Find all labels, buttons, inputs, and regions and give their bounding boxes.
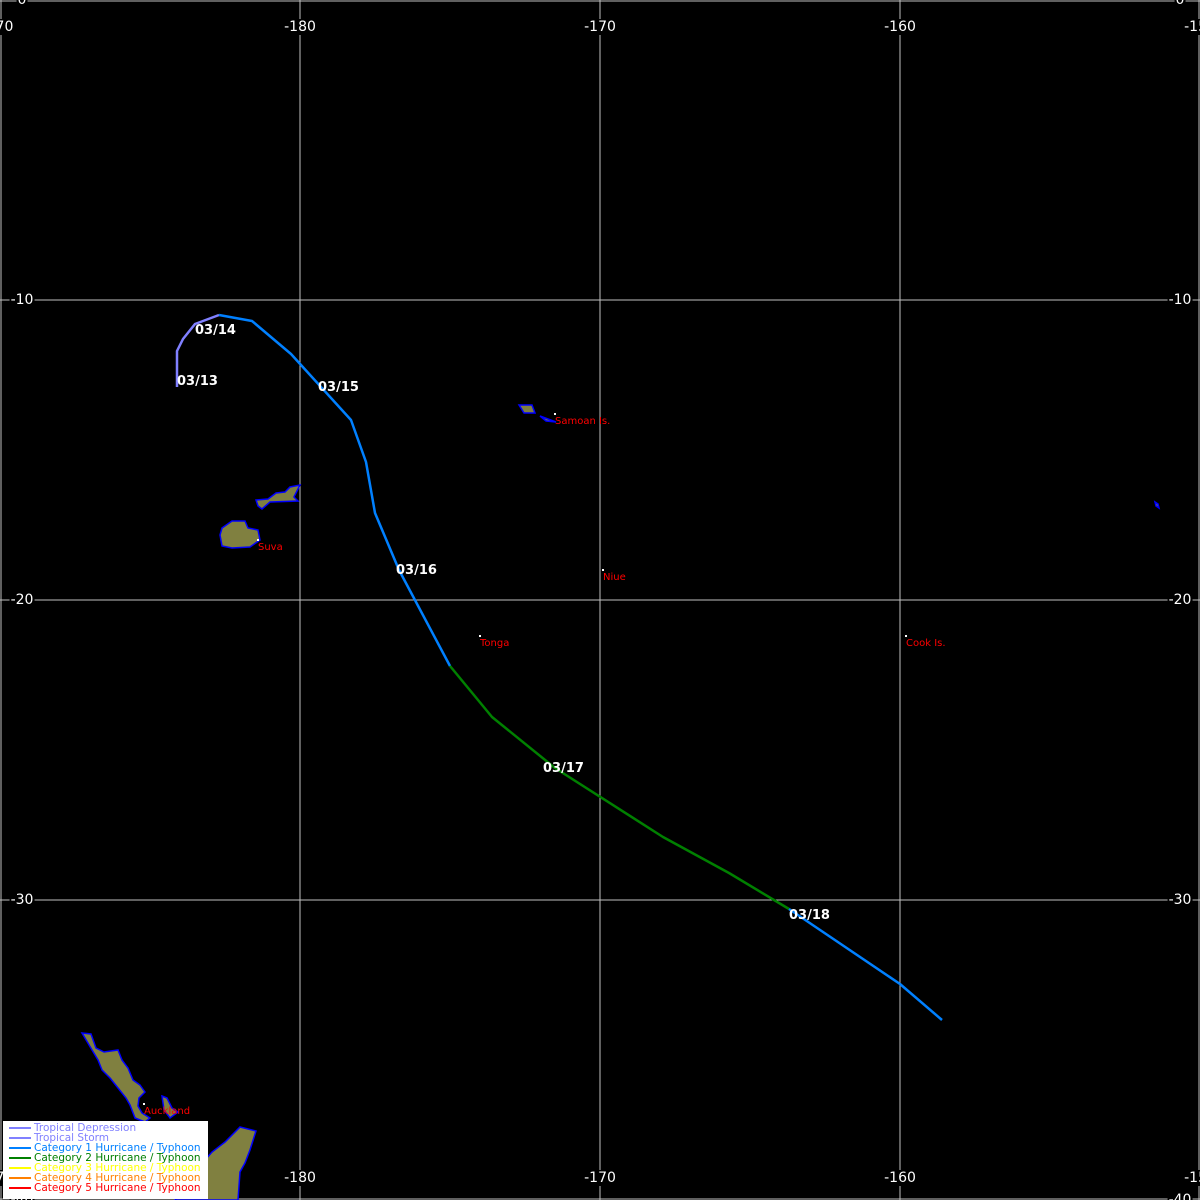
place-marker xyxy=(257,539,259,541)
longitude-label: -160 xyxy=(883,1170,917,1186)
landmasses xyxy=(80,404,1161,1200)
legend-swatch xyxy=(9,1177,31,1179)
place-marker xyxy=(143,1103,145,1105)
land-viti-levu xyxy=(219,520,261,549)
date-label: 03/17 xyxy=(543,761,584,776)
place-marker xyxy=(554,413,556,415)
longitude-label: -150 xyxy=(1183,1170,1200,1186)
latitude-label: 0 xyxy=(16,0,28,8)
legend-swatch xyxy=(9,1147,31,1149)
legend-item: Tropical Storm xyxy=(3,1133,208,1143)
land-samoa-upolu xyxy=(539,415,557,423)
land-samoa-savaii xyxy=(517,404,537,414)
legend-label: Category 3 Hurricane / Typhoon xyxy=(34,1162,201,1174)
legend-item: Category 4 Hurricane / Typhoon xyxy=(3,1173,208,1183)
land-vanua-levu xyxy=(254,483,302,510)
legend-swatch xyxy=(9,1127,31,1129)
legend-label: Category 4 Hurricane / Typhoon xyxy=(34,1172,201,1184)
track-segment xyxy=(788,907,943,1021)
legend-swatch xyxy=(9,1137,31,1139)
place-label: Auckland xyxy=(144,1106,191,1117)
longitude-label: -160 xyxy=(883,19,917,35)
place-marker xyxy=(479,635,481,637)
latitude-label: -20 xyxy=(1167,592,1193,608)
latitude-label: 0 xyxy=(1174,0,1186,8)
longitude-label: -180 xyxy=(283,19,317,35)
land-nz-north xyxy=(80,1032,152,1123)
legend-label: Tropical Depression xyxy=(34,1122,137,1134)
date-label: 03/13 xyxy=(177,374,218,389)
date-label: 03/15 xyxy=(318,380,359,395)
date-label: 03/16 xyxy=(396,563,437,578)
longitude-label: 170 xyxy=(0,19,15,35)
legend-item: Tropical Depression xyxy=(3,1123,208,1133)
latitude-label: -40 xyxy=(1167,1192,1193,1200)
storm-track xyxy=(175,313,943,1021)
legend-swatch xyxy=(9,1187,31,1189)
longitude-label: -180 xyxy=(283,1170,317,1186)
legend-label: Category 2 Hurricane / Typhoon xyxy=(34,1152,201,1164)
longitude-label: -170 xyxy=(583,1170,617,1186)
legend-label: Tropical Storm xyxy=(34,1132,109,1144)
place-marker xyxy=(602,569,604,571)
place-marker xyxy=(905,635,907,637)
longitude-label: -170 xyxy=(583,19,617,35)
latitude-label: -30 xyxy=(9,892,35,908)
latitude-label: -10 xyxy=(9,292,35,308)
track-segment xyxy=(175,313,220,387)
land-nz-coromandel xyxy=(161,1094,180,1120)
place-label: Cook Is. xyxy=(906,638,946,649)
date-label: 03/14 xyxy=(195,323,236,338)
place-label: Niue xyxy=(603,572,626,583)
place-label: Suva xyxy=(258,542,283,553)
legend-item: Category 2 Hurricane / Typhoon xyxy=(3,1153,208,1163)
legend-item: Category 1 Hurricane / Typhoon xyxy=(3,1143,208,1153)
date-label: 03/18 xyxy=(789,908,830,923)
legend: Tropical Depression Tropical Storm Categor… xyxy=(3,1121,208,1199)
legend-item: Category 3 Hurricane / Typhoon xyxy=(3,1163,208,1173)
legend-label: Category 5 Hurricane / Typhoon xyxy=(34,1182,201,1194)
legend-label: Category 1 Hurricane / Typhoon xyxy=(34,1142,201,1154)
latitude-label: -20 xyxy=(9,592,35,608)
legend-item: Category 5 Hurricane / Typhoon xyxy=(3,1183,208,1193)
land-cook-speck xyxy=(1153,500,1161,510)
place-label: Tonga xyxy=(480,638,510,649)
latitude-label: -10 xyxy=(1167,292,1193,308)
track-segment xyxy=(449,665,790,911)
longitude-label: -150 xyxy=(1183,19,1200,35)
latitude-label: -30 xyxy=(1167,892,1193,908)
legend-swatch xyxy=(9,1167,31,1169)
legend-swatch xyxy=(9,1157,31,1159)
track-segment xyxy=(218,313,452,667)
place-label: Samoan Is. xyxy=(555,416,611,427)
